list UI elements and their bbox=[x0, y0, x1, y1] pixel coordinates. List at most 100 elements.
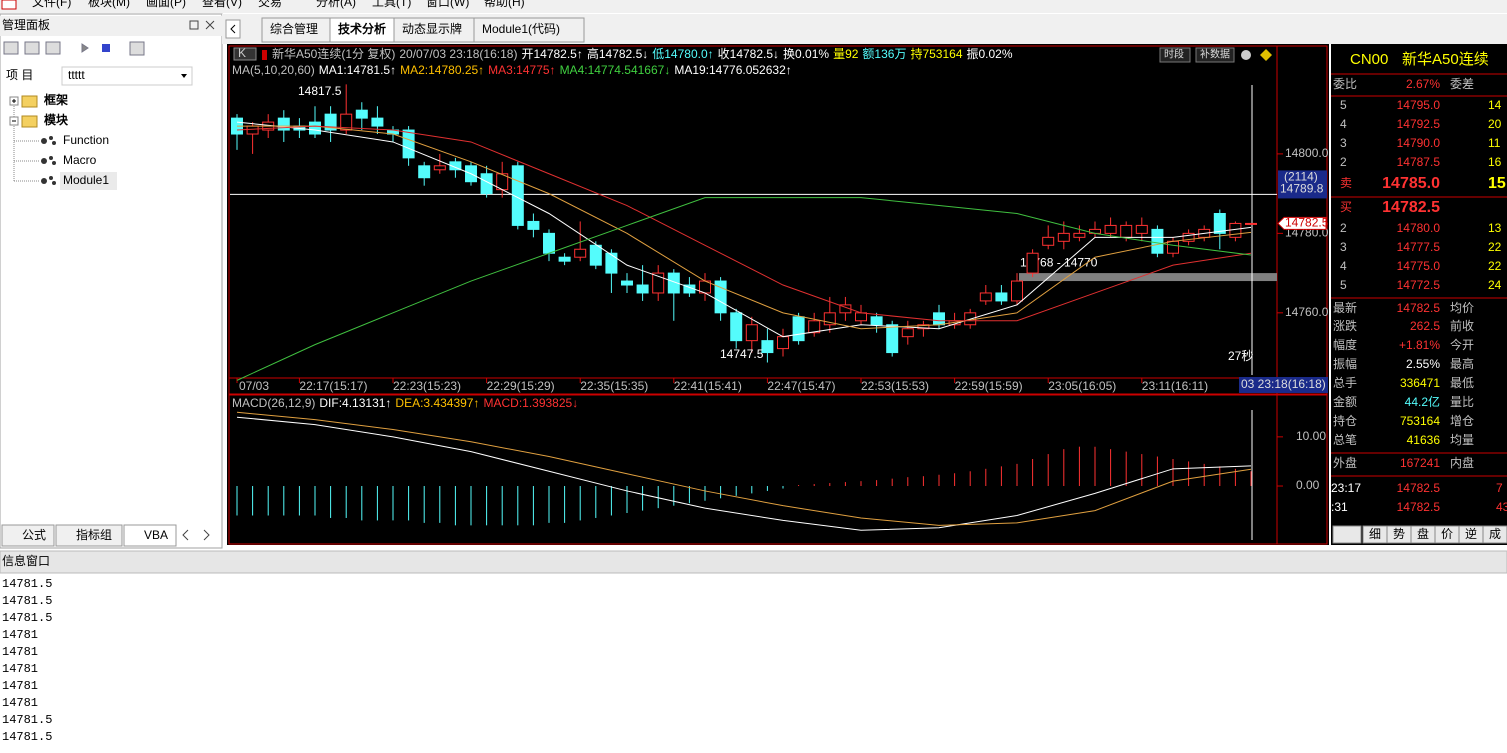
quote-tab-label: 逆 bbox=[1465, 526, 1477, 541]
panel-tab[interactable] bbox=[55, 524, 123, 547]
candle-body bbox=[1120, 224, 1133, 238]
project-label: 项 目 bbox=[6, 68, 33, 82]
panel-title: 管理面板 bbox=[2, 17, 50, 32]
header-segment: 额136万 bbox=[862, 47, 906, 61]
depth-volume: 22 bbox=[1488, 240, 1502, 254]
tool-icon[interactable] bbox=[24, 41, 40, 55]
header-segment: 低14780.0↑ bbox=[652, 47, 713, 61]
quote-tab[interactable] bbox=[1482, 525, 1507, 544]
panel-tab-label: 公式 bbox=[22, 528, 46, 542]
chart-button-label: 时段 bbox=[1164, 48, 1184, 61]
module-icons bbox=[41, 136, 56, 185]
candle-body bbox=[1026, 252, 1039, 274]
candle-body bbox=[511, 165, 524, 226]
header-segment: MACD(26,12,9) bbox=[232, 396, 315, 410]
chart-button[interactable] bbox=[1195, 47, 1235, 63]
warn-icon[interactable] bbox=[1260, 49, 1272, 61]
depth-volume: 20 bbox=[1488, 117, 1502, 131]
k-button[interactable] bbox=[233, 47, 257, 61]
depth-price: 14780.0 bbox=[1397, 221, 1441, 235]
tab-scroll[interactable] bbox=[225, 19, 241, 39]
pin-button[interactable] bbox=[189, 20, 199, 30]
candle-body bbox=[246, 125, 259, 135]
header-segment: MACD:1.393825↓ bbox=[483, 396, 578, 410]
stat-label: 今开 bbox=[1450, 337, 1474, 352]
info-line: 14781.5 bbox=[2, 713, 52, 727]
tab[interactable] bbox=[473, 17, 585, 43]
tool-icon[interactable] bbox=[129, 41, 145, 56]
header-segment: MA4:14774.541667↓ bbox=[560, 63, 671, 77]
folder-icon bbox=[21, 95, 38, 108]
module-icon bbox=[41, 138, 47, 144]
tree-item: 框架 bbox=[44, 92, 68, 107]
candle-body bbox=[917, 324, 930, 330]
candle-body bbox=[1011, 280, 1023, 302]
chart-button[interactable] bbox=[1159, 47, 1191, 63]
info-line: 14781.5 bbox=[2, 611, 52, 625]
crosshair-value: 14789.8 bbox=[1280, 182, 1324, 196]
depth-volume: 22 bbox=[1488, 259, 1502, 273]
header-row: MACD(26,12,9) DIF:4.13131↑ DEA:3.434397↑ MA… bbox=[232, 396, 578, 410]
stat-label: 均量 bbox=[1450, 433, 1474, 447]
project-value: ttttt bbox=[68, 68, 85, 82]
last-price-tag bbox=[1277, 216, 1327, 230]
tab[interactable] bbox=[393, 17, 475, 43]
header-segment: MA19:14776.052632↑ bbox=[674, 63, 791, 77]
stat-label: 最低 bbox=[1450, 376, 1474, 390]
menu-bar bbox=[0, 0, 1507, 13]
trade-volume: 7 bbox=[1496, 481, 1503, 495]
module-icon bbox=[52, 161, 56, 165]
quote-tab[interactable] bbox=[1332, 525, 1362, 544]
info-line: 14781 bbox=[2, 696, 38, 710]
x-tick-label: 22:53(15:53) bbox=[861, 379, 929, 393]
menu-item: 查看(V) bbox=[202, 0, 242, 9]
tree-item: 模块 bbox=[44, 112, 69, 127]
candle-body bbox=[714, 280, 727, 314]
tab[interactable] bbox=[261, 17, 331, 43]
quote-label: 委比 bbox=[1333, 77, 1357, 91]
stat-label: 涨跌 bbox=[1333, 318, 1357, 333]
stat-label: 振幅 bbox=[1333, 356, 1357, 371]
module-icon bbox=[49, 156, 53, 160]
info-header bbox=[0, 550, 1507, 574]
depth-level: 5 bbox=[1340, 278, 1347, 292]
depth-level: 2 bbox=[1340, 221, 1347, 235]
candle-body bbox=[558, 256, 571, 262]
dea-line bbox=[236, 411, 1252, 526]
tab[interactable] bbox=[329, 17, 395, 43]
candle-body bbox=[574, 248, 587, 258]
candle-body bbox=[309, 121, 321, 135]
candle-body bbox=[995, 292, 1008, 302]
depth-volume: 13 bbox=[1488, 221, 1502, 235]
panel-tab[interactable] bbox=[123, 524, 177, 547]
x-tick-label: 07/03 bbox=[239, 379, 269, 393]
stat-label: 最高 bbox=[1450, 356, 1474, 371]
panel-tab[interactable] bbox=[1, 524, 55, 547]
tool-icon[interactable] bbox=[3, 41, 19, 55]
scroll-arrows[interactable] bbox=[182, 529, 210, 541]
stat-value: 262.5 bbox=[1410, 319, 1440, 333]
extreme-label: 14747.5 bbox=[720, 347, 764, 361]
candle-body bbox=[402, 129, 415, 159]
project-select[interactable] bbox=[61, 66, 193, 86]
depth-price: 14785.0 bbox=[1382, 175, 1440, 192]
candle-body bbox=[1073, 232, 1086, 238]
panel-tab-label: VBA bbox=[144, 528, 168, 542]
macd-frame bbox=[228, 394, 1328, 545]
quote-value: 2.67% bbox=[1406, 77, 1440, 91]
info-line: 14781.5 bbox=[2, 577, 52, 591]
candle-body bbox=[527, 220, 540, 230]
range-band-label: 14768 - 14770 bbox=[1020, 255, 1098, 269]
tool-icon[interactable] bbox=[45, 41, 61, 55]
panel-header bbox=[0, 16, 222, 36]
run-icon[interactable] bbox=[81, 43, 89, 53]
trade-price: 14782.5 bbox=[1397, 481, 1441, 495]
info-line: 14781.5 bbox=[2, 594, 52, 608]
candle-body bbox=[1042, 236, 1055, 246]
close-button[interactable] bbox=[205, 20, 215, 30]
settings-icon[interactable] bbox=[1241, 50, 1251, 60]
stat-value: 336471 bbox=[1400, 376, 1440, 390]
dropdown-arrow[interactable] bbox=[181, 74, 187, 78]
stop-icon[interactable] bbox=[102, 44, 110, 52]
